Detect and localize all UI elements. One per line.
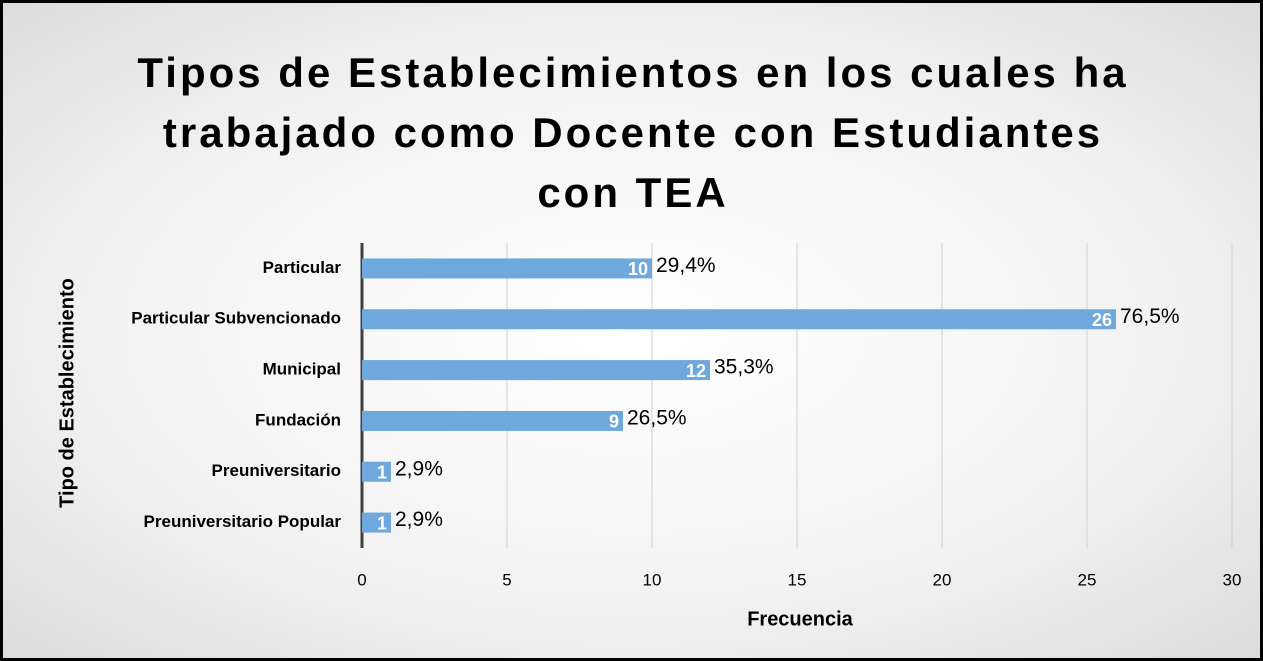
bar <box>362 258 652 279</box>
percent-label: 26,5% <box>627 406 687 429</box>
y-tick-label: Particular <box>263 258 342 277</box>
bar <box>362 360 710 381</box>
y-tick-label: Preuniversitario Popular <box>144 512 342 531</box>
y-tick-label: Particular Subvencionado <box>131 309 341 328</box>
chart: Tipo de Establecimiento Frecuencia 0 5 10 1… <box>56 243 1242 630</box>
bar <box>362 512 391 533</box>
percent-label: 2,9% <box>395 508 443 531</box>
x-axis-label: Frecuencia <box>747 608 853 630</box>
x-tick-label: 15 <box>788 570 807 589</box>
data-label: 1 <box>377 513 387 533</box>
x-tick-label: 5 <box>502 570 511 589</box>
x-tick-label: 30 <box>1223 570 1242 589</box>
data-label: 12 <box>686 361 706 381</box>
percent-label: 76,5% <box>1120 305 1180 328</box>
percent-label: 2,9% <box>395 457 443 480</box>
y-tick-label: Preuniversitario <box>212 461 341 480</box>
data-label: 26 <box>1092 310 1112 330</box>
x-tick-label: 25 <box>1078 570 1097 589</box>
y-tick-label: Municipal <box>263 360 341 379</box>
y-tick-label: Fundación <box>255 410 341 429</box>
percent-label: 35,3% <box>714 356 774 379</box>
bar <box>362 410 623 431</box>
data-label: 10 <box>628 259 648 279</box>
x-tick-label: 20 <box>933 570 952 589</box>
data-label: 9 <box>609 412 619 432</box>
x-tick-label: 0 <box>357 570 366 589</box>
data-label: 1 <box>377 463 387 483</box>
y-axis-label: Tipo de Establecimiento <box>56 278 78 508</box>
percent-label: 29,4% <box>656 254 716 277</box>
bar <box>362 309 1116 330</box>
chart-title: Tipos de Establecimientos en los cuales … <box>137 49 1129 216</box>
bar <box>362 461 391 482</box>
x-tick-label: 10 <box>643 570 662 589</box>
